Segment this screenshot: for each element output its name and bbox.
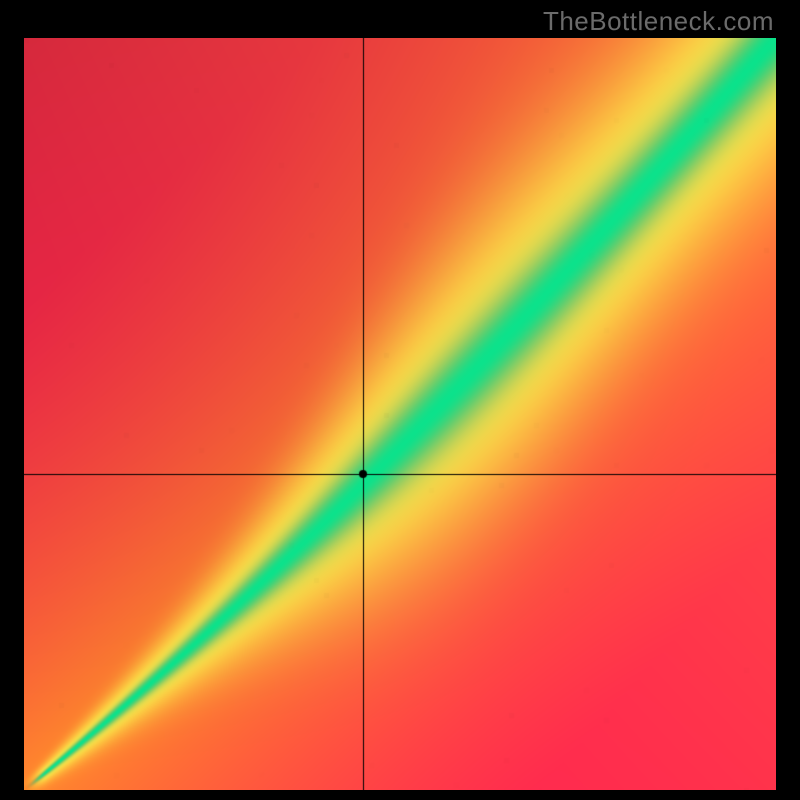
watermark-text: TheBottleneck.com <box>543 6 774 37</box>
chart-frame <box>24 38 776 790</box>
heatmap-canvas <box>24 38 776 790</box>
